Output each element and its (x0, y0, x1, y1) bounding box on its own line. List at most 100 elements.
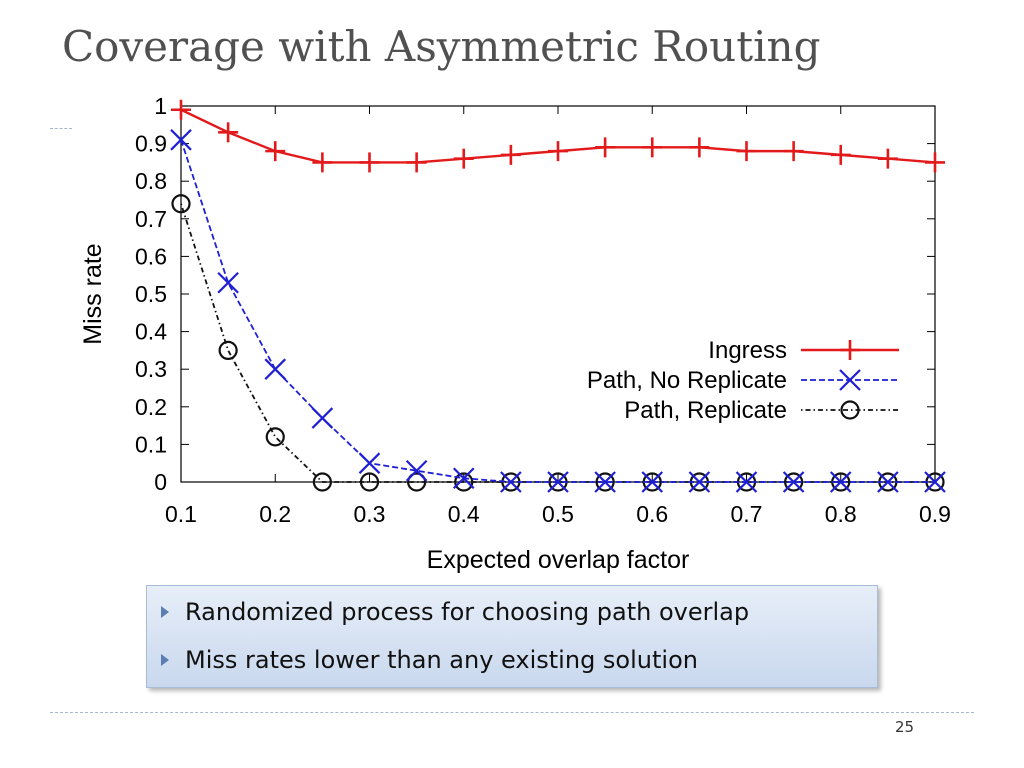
cross-marker-b (358, 452, 381, 474)
bullet-text: Miss rates lower than any existing solut… (185, 646, 698, 674)
data-point (594, 471, 616, 493)
data-point (595, 137, 616, 158)
bullet-marker-icon (161, 654, 169, 666)
data-point (784, 472, 804, 492)
cross-marker-b (264, 358, 287, 380)
data-point (454, 472, 474, 492)
cross-marker-b (877, 471, 899, 493)
legend-entry: Path, Replicate (624, 397, 899, 424)
data-point (217, 271, 239, 294)
data-point (452, 467, 475, 490)
bullet-box: Randomized process for choosing path ove… (146, 585, 878, 688)
circle-marker (265, 427, 285, 447)
cross-marker-b (829, 471, 852, 493)
circle-marker (454, 472, 474, 492)
y-tick-label: 0.8 (135, 168, 167, 194)
circle-marker (784, 472, 804, 492)
data-point (218, 340, 238, 360)
y-tick-label: 0.3 (135, 356, 167, 382)
decorative-divider (50, 128, 72, 129)
data-point (312, 472, 332, 492)
cross-marker-b (735, 471, 758, 493)
data-point (311, 407, 334, 429)
circle-marker (595, 472, 615, 492)
circle-marker (359, 472, 380, 492)
data-point (689, 137, 710, 158)
cross-marker-b (217, 271, 239, 294)
legend-marker (839, 369, 861, 391)
data-point (171, 99, 191, 120)
slide-title: Coverage with Asymmetric Routing (62, 22, 821, 71)
plot-frame (180, 105, 936, 483)
y-tick-label: 0 (154, 469, 167, 495)
x-tick-label: 0.3 (354, 501, 386, 527)
y-tick-label: 0.7 (135, 206, 167, 232)
cross-marker-b (641, 471, 664, 493)
data-point (735, 471, 758, 493)
cross-marker-b (782, 471, 805, 493)
data-point (877, 471, 899, 493)
cross-marker-b (500, 471, 522, 493)
legend-entry: Path, No Replicate (587, 367, 899, 394)
x-tick-label: 0.8 (825, 501, 857, 527)
data-point (642, 137, 663, 158)
data-point (453, 148, 474, 169)
data-point (500, 144, 521, 165)
bullet-item: Randomized process for choosing path ove… (161, 598, 749, 626)
cross-marker-b (452, 467, 475, 490)
cross-marker-b (594, 471, 616, 493)
y-tick-label: 0.4 (135, 319, 167, 345)
data-point (218, 122, 239, 143)
data-point (500, 471, 522, 493)
data-point (877, 148, 898, 169)
circle-marker (218, 340, 238, 360)
data-point (312, 152, 333, 173)
legend-label: Path, Replicate (624, 397, 787, 424)
legend-label: Ingress (708, 337, 787, 364)
x-tick-label: 0.4 (448, 501, 480, 527)
y-tick-label: 0.6 (135, 243, 167, 269)
y-axis-label: Miss rate (79, 243, 107, 344)
circle-marker (171, 194, 191, 214)
cross-marker-b (170, 129, 192, 151)
bullet-item: Miss rates lower than any existing solut… (161, 646, 698, 674)
legend-marker (840, 400, 860, 420)
x-axis-label: Expected overlap factor (427, 546, 690, 574)
cross-marker-b (547, 471, 569, 493)
data-point (641, 471, 664, 493)
data-point (407, 472, 427, 492)
data-point (783, 141, 804, 162)
page-number: 25 (895, 718, 915, 736)
data-point (688, 471, 711, 493)
x-tick-label: 0.9 (919, 501, 951, 527)
data-point (264, 358, 287, 380)
data-point (736, 141, 757, 162)
data-point (358, 452, 381, 474)
legend-label: Path, No Replicate (587, 367, 787, 394)
data-point (265, 141, 286, 162)
cross-marker-b (924, 471, 946, 493)
data-point (924, 471, 946, 493)
legend-marker (840, 340, 860, 360)
data-point (547, 471, 569, 493)
x-tick-label: 0.5 (542, 501, 574, 527)
y-tick-label: 0.9 (135, 131, 167, 157)
circle-marker (840, 400, 860, 420)
legend-entry: Ingress (708, 337, 899, 364)
circle-marker (312, 472, 332, 492)
data-point (595, 472, 615, 492)
x-tick-label: 0.1 (165, 501, 197, 527)
data-point (171, 194, 191, 214)
x-tick-label: 0.6 (636, 501, 668, 527)
data-point (406, 152, 427, 173)
y-tick-label: 0.5 (135, 281, 167, 307)
y-tick-label: 0.2 (135, 394, 167, 420)
data-point (925, 152, 945, 173)
data-point (359, 152, 380, 173)
series-line (180, 203, 935, 483)
circle-marker (407, 472, 427, 492)
cross-marker-b (311, 407, 334, 429)
data-point (170, 129, 192, 151)
bullet-marker-icon (161, 606, 169, 618)
